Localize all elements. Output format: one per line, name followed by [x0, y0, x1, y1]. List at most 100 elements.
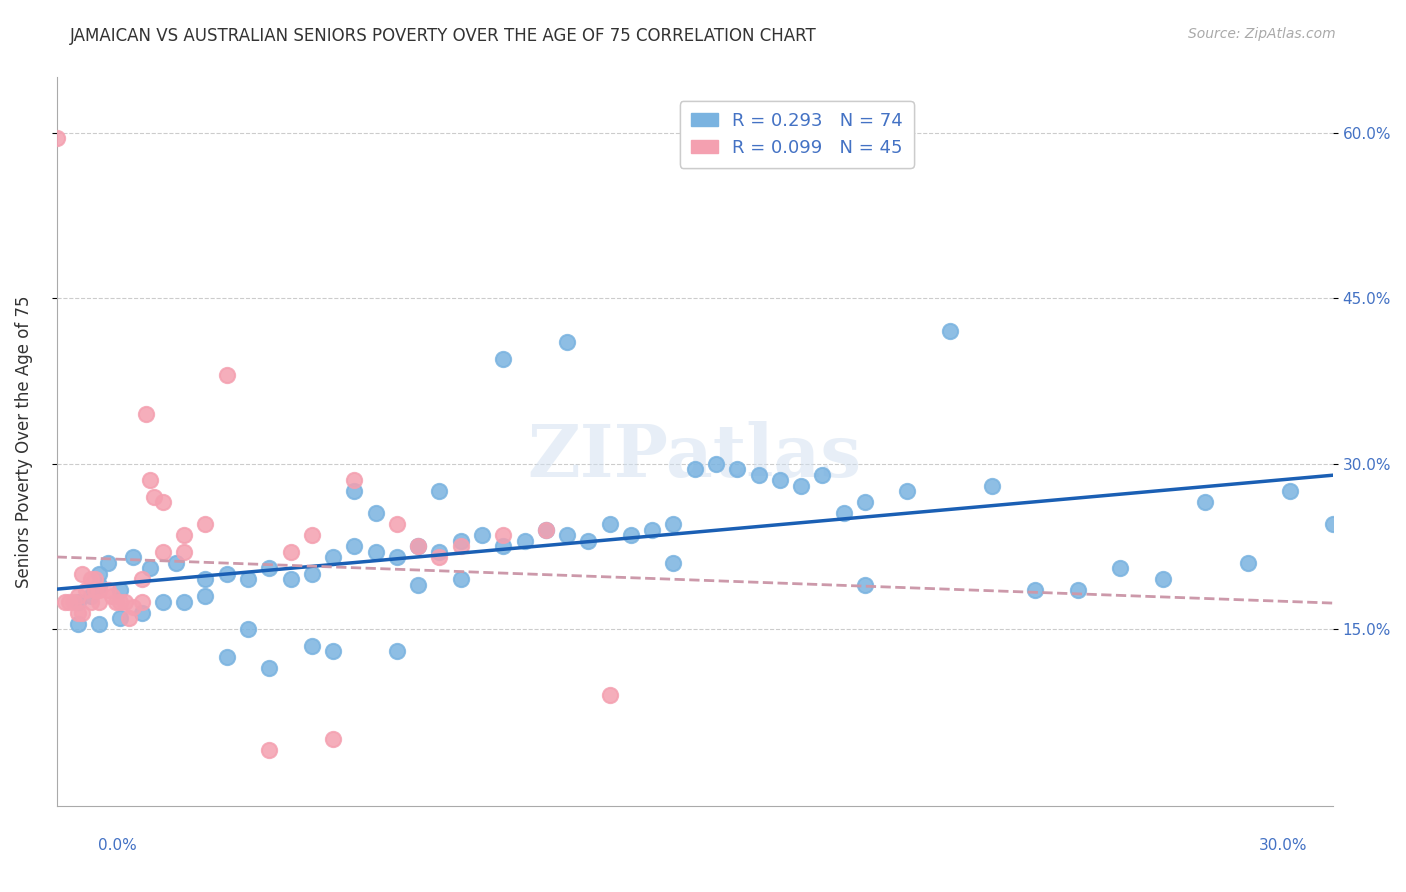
Australians [173, 545, 195, 559]
Australians [322, 732, 344, 747]
Jamaicans [492, 540, 515, 554]
Jamaicans [280, 573, 302, 587]
Australians [173, 528, 195, 542]
Australians [53, 594, 76, 608]
Jamaicans [343, 484, 366, 499]
Jamaicans [1194, 495, 1216, 509]
Jamaicans [364, 506, 387, 520]
Australians [66, 606, 89, 620]
Australians [215, 368, 238, 383]
Jamaicans [725, 462, 748, 476]
Jamaicans [555, 335, 578, 350]
Jamaicans [406, 540, 429, 554]
Jamaicans [194, 589, 217, 603]
Jamaicans [259, 561, 281, 575]
Australians [62, 594, 84, 608]
Australians [406, 540, 429, 554]
Legend: R = 0.293   N = 74, R = 0.099   N = 45: R = 0.293 N = 74, R = 0.099 N = 45 [681, 101, 914, 168]
Jamaicans [385, 550, 408, 565]
Jamaicans [66, 594, 89, 608]
Jamaicans [790, 478, 813, 492]
Jamaicans [429, 484, 451, 499]
Australians [66, 589, 89, 603]
Australians [259, 743, 281, 757]
Australians [79, 594, 101, 608]
Australians [75, 583, 97, 598]
Jamaicans [662, 517, 685, 532]
Jamaicans [832, 506, 855, 520]
Jamaicans [853, 578, 876, 592]
Jamaicans [1066, 583, 1088, 598]
Jamaicans [599, 517, 621, 532]
Text: 0.0%: 0.0% [98, 838, 138, 854]
Australians [139, 473, 162, 487]
Australians [97, 583, 120, 598]
Jamaicans [1236, 556, 1258, 570]
Australians [83, 583, 105, 598]
Australians [131, 573, 153, 587]
Australians [135, 407, 157, 421]
Australians [131, 594, 153, 608]
Jamaicans [215, 566, 238, 581]
Jamaicans [66, 616, 89, 631]
Y-axis label: Seniors Poverty Over the Age of 75: Seniors Poverty Over the Age of 75 [15, 295, 32, 588]
Jamaicans [131, 606, 153, 620]
Australians [110, 594, 132, 608]
Jamaicans [683, 462, 706, 476]
Jamaicans [620, 528, 643, 542]
Jamaicans [492, 351, 515, 366]
Australians [45, 131, 67, 145]
Jamaicans [322, 644, 344, 658]
Jamaicans [1024, 583, 1046, 598]
Australians [301, 528, 323, 542]
Australians [385, 517, 408, 532]
Jamaicans [769, 473, 792, 487]
Australians [122, 600, 145, 615]
Jamaicans [89, 616, 111, 631]
Jamaicans [165, 556, 187, 570]
Australians [89, 583, 111, 598]
Jamaicans [110, 611, 132, 625]
Jamaicans [364, 545, 387, 559]
Australians [280, 545, 302, 559]
Australians [70, 566, 93, 581]
Australians [105, 594, 128, 608]
Jamaicans [853, 495, 876, 509]
Jamaicans [429, 545, 451, 559]
Jamaicans [450, 573, 472, 587]
Australians [143, 490, 166, 504]
Australians [492, 528, 515, 542]
Australians [70, 606, 93, 620]
Jamaicans [641, 523, 664, 537]
Jamaicans [322, 550, 344, 565]
Jamaicans [1279, 484, 1302, 499]
Jamaicans [97, 556, 120, 570]
Jamaicans [139, 561, 162, 575]
Text: 30.0%: 30.0% [1260, 838, 1308, 854]
Jamaicans [152, 594, 174, 608]
Australians [79, 573, 101, 587]
Jamaicans [513, 533, 536, 548]
Jamaicans [534, 523, 557, 537]
Australians [101, 589, 124, 603]
Australians [83, 573, 105, 587]
Australians [89, 594, 111, 608]
Text: JAMAICAN VS AUSTRALIAN SENIORS POVERTY OVER THE AGE OF 75 CORRELATION CHART: JAMAICAN VS AUSTRALIAN SENIORS POVERTY O… [70, 27, 817, 45]
Jamaicans [89, 578, 111, 592]
Jamaicans [747, 467, 769, 482]
Jamaicans [173, 594, 195, 608]
Jamaicans [236, 622, 259, 636]
Australians [429, 550, 451, 565]
Australians [118, 611, 141, 625]
Australians [343, 473, 366, 487]
Jamaicans [662, 556, 685, 570]
Jamaicans [110, 583, 132, 598]
Jamaicans [215, 649, 238, 664]
Jamaicans [450, 533, 472, 548]
Jamaicans [811, 467, 834, 482]
Jamaicans [259, 661, 281, 675]
Jamaicans [939, 324, 962, 338]
Jamaicans [194, 573, 217, 587]
Australians [534, 523, 557, 537]
Jamaicans [122, 550, 145, 565]
